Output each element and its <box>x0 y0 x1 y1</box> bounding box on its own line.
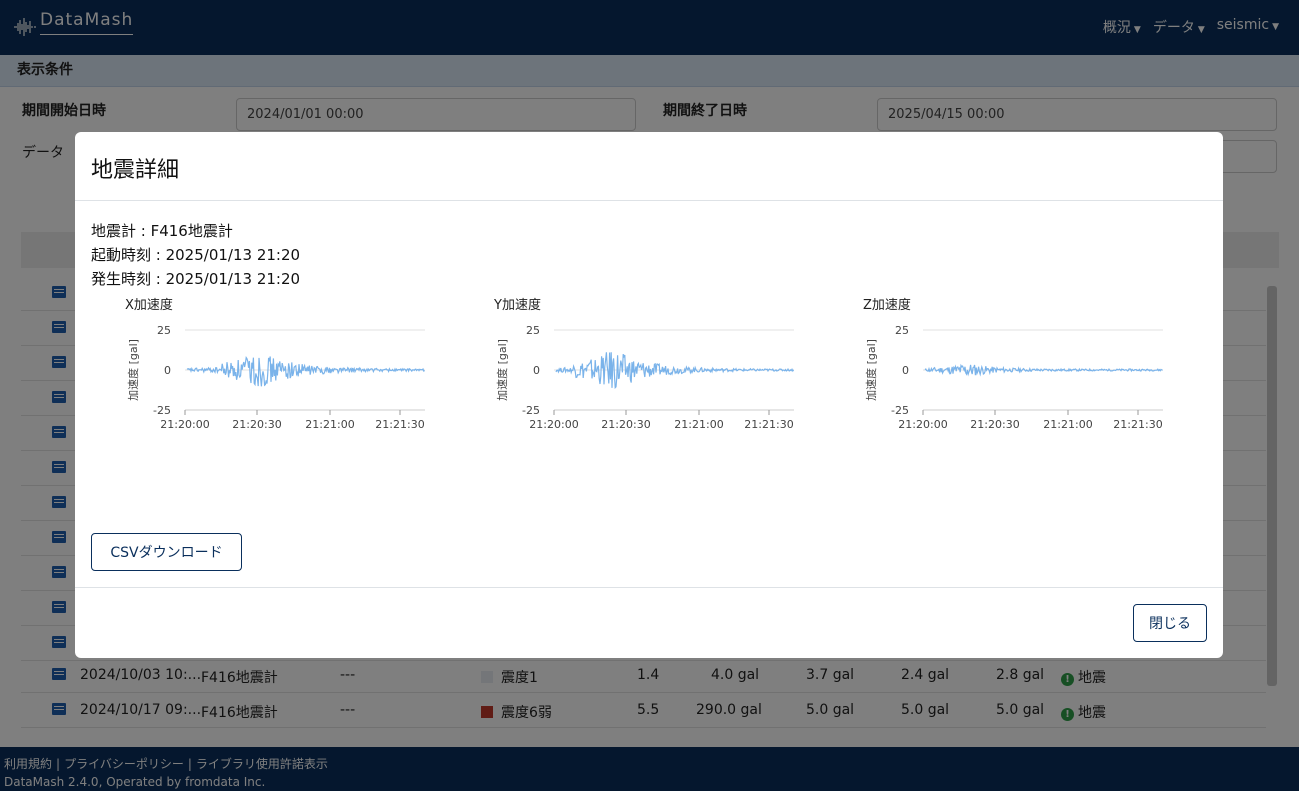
close-button[interactable]: 閉じる <box>1133 604 1207 642</box>
chart-z-svg: Z加速度 25 0 -25 加速度 [gal] 21:20:00 21:20:30 21:21… <box>863 297 1163 431</box>
chart-y-acceleration: Y加速度 25 0 -25 加速度 [gal] 21:20:00 21:20:30 21:21… <box>484 292 814 432</box>
x-tick-label: 21:21:30 <box>744 418 793 431</box>
y-tick-label: 25 <box>895 324 909 337</box>
x-tick-label: 21:20:00 <box>160 418 209 431</box>
earthquake-detail-modal: 地震詳細 地震計 : F416地震計 起動時刻 : 2025/01/13 21:… <box>75 132 1223 658</box>
x-tick-label: 21:21:30 <box>1113 418 1162 431</box>
acceleration-series-line <box>555 352 795 389</box>
x-tick-label: 21:20:30 <box>601 418 650 431</box>
chart-z-acceleration: Z加速度 25 0 -25 加速度 [gal] 21:20:00 21:20:30 21:21… <box>853 292 1183 432</box>
modal-header: 地震詳細 <box>75 132 1223 201</box>
modal-footer: 閉じる <box>75 587 1223 658</box>
y-axis-label: 加速度 [gal] <box>126 339 140 401</box>
y-axis-label: 加速度 [gal] <box>864 339 878 401</box>
chart-x-acceleration: X加速度 25 0 -25 加速度 [gal] 21:20:00 21:20:30 21:21… <box>115 292 445 432</box>
x-tick-label: 21:21:30 <box>375 418 424 431</box>
acceleration-series-line <box>924 363 1163 377</box>
x-tick-label: 21:20:30 <box>970 418 1019 431</box>
x-tick-label: 21:20:30 <box>232 418 281 431</box>
y-axis-label: 加速度 [gal] <box>495 339 509 401</box>
seismometer-info: 地震計 : F416地震計 <box>91 222 233 240</box>
y-tick-label: -25 <box>153 404 171 417</box>
y-tick-label: 0 <box>902 364 909 377</box>
x-tick-label: 21:21:00 <box>305 418 354 431</box>
y-tick-label: 25 <box>157 324 171 337</box>
y-tick-label: 0 <box>533 364 540 377</box>
x-tick-label: 21:20:00 <box>529 418 578 431</box>
chart-title: Z加速度 <box>863 297 911 313</box>
y-tick-label: -25 <box>891 404 909 417</box>
y-tick-label: 25 <box>526 324 540 337</box>
csv-download-button[interactable]: CSVダウンロード <box>91 533 242 571</box>
chart-title: X加速度 <box>125 297 173 313</box>
y-tick-label: -25 <box>522 404 540 417</box>
chart-title: Y加速度 <box>493 297 541 313</box>
occur-time-info: 発生時刻 : 2025/01/13 21:20 <box>91 270 301 288</box>
y-tick-label: 0 <box>164 364 171 377</box>
x-tick-label: 21:20:00 <box>898 418 947 431</box>
chart-y-svg: Y加速度 25 0 -25 加速度 [gal] 21:20:00 21:20:30 21:21… <box>493 297 795 431</box>
x-tick-label: 21:21:00 <box>674 418 723 431</box>
chart-x-svg: X加速度 25 0 -25 加速度 [gal] 21:20:00 21:20:30 21:21… <box>125 297 425 431</box>
acceleration-series-line <box>186 355 425 387</box>
x-tick-label: 21:21:00 <box>1043 418 1092 431</box>
start-time-info: 起動時刻 : 2025/01/13 21:20 <box>91 246 301 264</box>
modal-title: 地震詳細 <box>91 158 180 183</box>
